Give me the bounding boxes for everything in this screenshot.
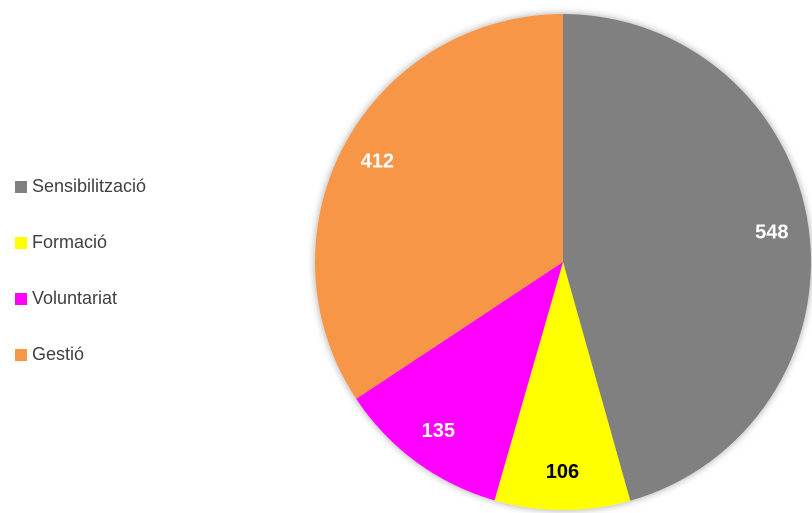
legend-label: Formació	[32, 232, 107, 252]
legend-swatch	[15, 237, 27, 249]
legend-label: Gestió	[32, 344, 84, 364]
value-label: 106	[546, 461, 579, 483]
value-label: 412	[361, 151, 394, 173]
legend-label: Sensibilització	[32, 176, 146, 196]
pie-slice	[315, 14, 563, 399]
value-label: 548	[755, 221, 788, 243]
legend-swatch	[15, 181, 27, 193]
pie-slice	[494, 262, 631, 510]
pie-slice	[356, 262, 563, 501]
legend-swatch	[15, 293, 27, 305]
legend-label: Voluntariat	[32, 288, 117, 308]
legend-swatch	[15, 349, 27, 361]
pie-slice	[563, 14, 812, 501]
value-label: 135	[422, 420, 455, 442]
pie	[315, 14, 812, 510]
